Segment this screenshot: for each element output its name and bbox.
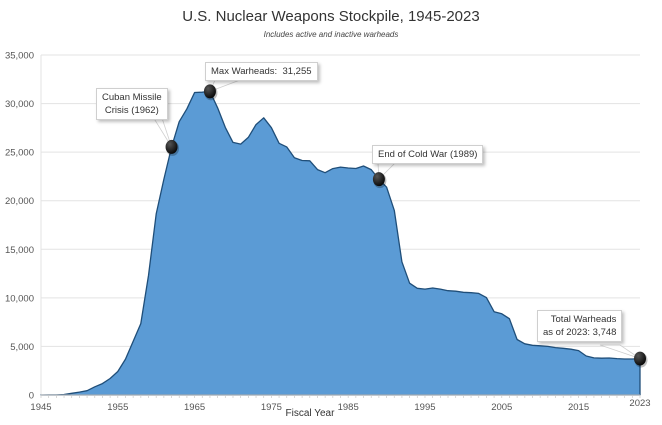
y-tick-label: 30,000 — [5, 99, 34, 110]
y-tick-label: 10,000 — [5, 293, 34, 304]
annotation-marker — [372, 172, 385, 187]
x-axis-label: Fiscal Year — [286, 408, 336, 419]
x-axis: 1945 1955 1965 1975 1985 1995 2005 2015 2023 — [30, 394, 651, 413]
y-tick-label: 35,000 — [5, 51, 34, 62]
chart-title: U.S. Nuclear Weapons Stockpile, 1945-202… — [182, 8, 480, 25]
annotation-marker — [203, 84, 216, 99]
annotation-marker — [634, 351, 646, 366]
y-tick-label: 20,000 — [5, 196, 34, 207]
x-tick-label: 1955 — [107, 402, 128, 413]
chart-subtitle: Includes active and inactive warheads — [263, 30, 399, 39]
x-tick-label: 1985 — [338, 402, 359, 413]
callout-end-of-cold-war: End of Cold War (1989) — [372, 145, 484, 164]
x-tick-label: 1975 — [261, 402, 282, 413]
stockpile-area — [40, 90, 641, 396]
callout-cuban-missile-crisis: Cuban Missile Crisis (1962) — [96, 88, 168, 120]
y-tick-label: 15,000 — [5, 245, 34, 256]
y-tick-label: 5,000 — [10, 342, 34, 353]
annotation-marker — [165, 139, 178, 154]
x-tick-label: 1945 — [30, 402, 51, 413]
annotation-markers — [165, 84, 648, 368]
y-tick-label: 25,000 — [5, 148, 34, 159]
x-tick-label: 2005 — [491, 402, 512, 413]
x-tick-label: 2023 — [629, 398, 650, 409]
callout-leaders — [149, 79, 641, 359]
y-axis: 0 5,000 10,000 15,000 20,000 25,000 30,000 35,0… — [5, 51, 34, 402]
x-tick-label: 1995 — [414, 402, 435, 413]
x-tick-label: 1965 — [184, 402, 205, 413]
y-tick-label: 0 — [29, 391, 34, 402]
callout-max-warheads: Max Warheads: 31,255 — [205, 62, 318, 81]
callout-total-warheads-2023: Total Warheads as of 2023: 3,748 — [537, 310, 623, 342]
x-tick-label: 2015 — [568, 402, 589, 413]
